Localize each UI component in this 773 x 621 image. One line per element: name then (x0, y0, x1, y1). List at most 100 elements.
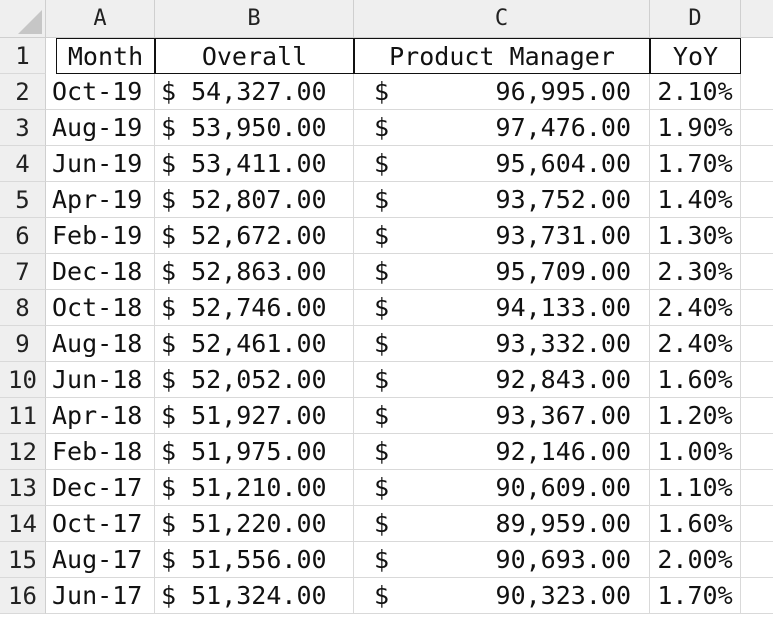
cell-overall[interactable]: $ 52,807.00 (155, 182, 354, 218)
cell-overall[interactable]: $ 51,210.00 (155, 470, 354, 506)
cell-month[interactable]: Feb-19 (46, 218, 155, 254)
cell-overall[interactable]: $ 52,746.00 (155, 290, 354, 326)
select-all-corner[interactable] (0, 0, 46, 38)
cell-product-manager[interactable]: $95,604.00 (354, 146, 650, 182)
row-header[interactable]: 3 (0, 110, 46, 146)
cell-empty[interactable] (741, 434, 773, 470)
cell-yoy[interactable]: 2.00% (650, 542, 741, 578)
cell-empty[interactable] (741, 182, 773, 218)
cell-overall[interactable]: $ 52,672.00 (155, 218, 354, 254)
row-header[interactable]: 5 (0, 182, 46, 218)
row-header[interactable]: 16 (0, 578, 46, 614)
row-header[interactable]: 10 (0, 362, 46, 398)
cell-yoy[interactable]: 2.40% (650, 326, 741, 362)
cell-empty[interactable] (741, 254, 773, 290)
cell-yoy[interactable]: 1.20% (650, 398, 741, 434)
cell-product-manager[interactable]: $93,731.00 (354, 218, 650, 254)
cell-month[interactable]: Aug-17 (46, 542, 155, 578)
row-header[interactable]: 13 (0, 470, 46, 506)
cell-product-manager[interactable]: $95,709.00 (354, 254, 650, 290)
header-cell-month[interactable]: Month (56, 38, 155, 74)
cell-yoy[interactable]: 1.60% (650, 506, 741, 542)
cell-yoy[interactable]: 1.60% (650, 362, 741, 398)
cell-month[interactable]: Aug-18 (46, 326, 155, 362)
cell-overall[interactable]: $ 51,220.00 (155, 506, 354, 542)
header-cell-product-manager[interactable]: Product Manager (354, 38, 650, 74)
cell-overall[interactable]: $ 53,411.00 (155, 146, 354, 182)
cell-product-manager[interactable]: $90,323.00 (354, 578, 650, 614)
column-header-c[interactable]: C (354, 0, 650, 38)
cell-empty[interactable] (741, 290, 773, 326)
cell-month[interactable]: Jun-19 (46, 146, 155, 182)
cell-product-manager[interactable]: $92,146.00 (354, 434, 650, 470)
cell-empty[interactable] (741, 470, 773, 506)
cell-empty[interactable] (741, 146, 773, 182)
cell-product-manager[interactable]: $93,752.00 (354, 182, 650, 218)
cell-overall[interactable]: $ 51,975.00 (155, 434, 354, 470)
row-header[interactable]: 7 (0, 254, 46, 290)
cell-overall[interactable]: $ 52,863.00 (155, 254, 354, 290)
row-header[interactable]: 4 (0, 146, 46, 182)
row-header[interactable]: 2 (0, 74, 46, 110)
cell-yoy[interactable]: 1.70% (650, 146, 741, 182)
cell-month[interactable]: Oct-17 (46, 506, 155, 542)
cell-overall[interactable]: $ 52,052.00 (155, 362, 354, 398)
cell-month[interactable]: Aug-19 (46, 110, 155, 146)
cell-yoy[interactable]: 2.10% (650, 74, 741, 110)
cell-yoy[interactable]: 2.40% (650, 290, 741, 326)
cell-month[interactable]: Apr-18 (46, 398, 155, 434)
row-header[interactable]: 12 (0, 434, 46, 470)
cell-overall[interactable]: $ 53,950.00 (155, 110, 354, 146)
cell-month[interactable]: Jun-17 (46, 578, 155, 614)
cell-month[interactable]: Feb-18 (46, 434, 155, 470)
cell-empty[interactable] (741, 578, 773, 614)
cell-month[interactable]: Dec-18 (46, 254, 155, 290)
cell-product-manager[interactable]: $97,476.00 (354, 110, 650, 146)
cell-yoy[interactable]: 1.40% (650, 182, 741, 218)
cell-product-manager[interactable]: $93,332.00 (354, 326, 650, 362)
row-header[interactable]: 9 (0, 326, 46, 362)
cell-yoy[interactable]: 1.70% (650, 578, 741, 614)
cell-empty[interactable] (741, 218, 773, 254)
column-header-b[interactable]: B (155, 0, 354, 38)
cell-empty[interactable] (741, 326, 773, 362)
header-cell-overall[interactable]: Overall (155, 38, 354, 74)
header-cell-yoy[interactable]: YoY (650, 38, 741, 74)
column-header-e[interactable] (741, 0, 773, 38)
cell-empty[interactable] (741, 398, 773, 434)
cell-product-manager[interactable]: $94,133.00 (354, 290, 650, 326)
cell-overall[interactable]: $ 51,324.00 (155, 578, 354, 614)
cell-overall[interactable]: $ 52,461.00 (155, 326, 354, 362)
column-header-a[interactable]: A (46, 0, 155, 38)
row-header[interactable]: 15 (0, 542, 46, 578)
cell-yoy[interactable]: 1.10% (650, 470, 741, 506)
cell-empty[interactable] (741, 362, 773, 398)
row-header[interactable]: 8 (0, 290, 46, 326)
cell-empty[interactable] (741, 542, 773, 578)
cell-month[interactable]: Jun-18 (46, 362, 155, 398)
cell-empty[interactable] (741, 110, 773, 146)
cell-month[interactable]: Oct-19 (46, 74, 155, 110)
cell-month[interactable]: Oct-18 (46, 290, 155, 326)
row-header[interactable]: 6 (0, 218, 46, 254)
cell-overall[interactable]: $ 54,327.00 (155, 74, 354, 110)
row-header-1[interactable]: 1 (0, 38, 46, 74)
cell-product-manager[interactable]: $90,693.00 (354, 542, 650, 578)
column-header-d[interactable]: D (650, 0, 741, 38)
cell-product-manager[interactable]: $93,367.00 (354, 398, 650, 434)
cell-overall[interactable]: $ 51,927.00 (155, 398, 354, 434)
cell-yoy[interactable]: 2.30% (650, 254, 741, 290)
cell-month[interactable]: Dec-17 (46, 470, 155, 506)
cell-yoy[interactable]: 1.00% (650, 434, 741, 470)
row-header[interactable]: 14 (0, 506, 46, 542)
cell-empty[interactable] (741, 506, 773, 542)
cell-product-manager[interactable]: $89,959.00 (354, 506, 650, 542)
cell-product-manager[interactable]: $96,995.00 (354, 74, 650, 110)
row-header[interactable]: 11 (0, 398, 46, 434)
cell-product-manager[interactable]: $90,609.00 (354, 470, 650, 506)
cell-product-manager[interactable]: $92,843.00 (354, 362, 650, 398)
cell-empty[interactable] (741, 74, 773, 110)
cell-month[interactable]: Apr-19 (46, 182, 155, 218)
cell-yoy[interactable]: 1.90% (650, 110, 741, 146)
cell-yoy[interactable]: 1.30% (650, 218, 741, 254)
